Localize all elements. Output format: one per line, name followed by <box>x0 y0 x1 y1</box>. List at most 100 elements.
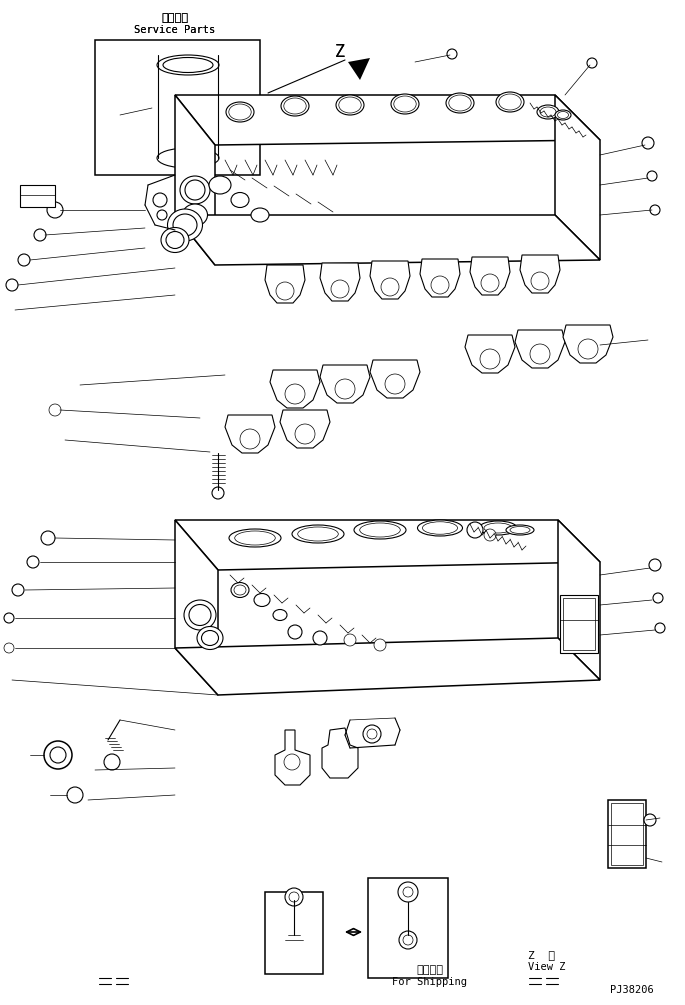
Ellipse shape <box>417 520 462 536</box>
Text: 補給専用: 補給専用 <box>162 13 188 23</box>
Ellipse shape <box>292 525 344 543</box>
Polygon shape <box>555 95 600 260</box>
Bar <box>368 878 448 978</box>
Circle shape <box>27 556 39 568</box>
Circle shape <box>6 279 18 291</box>
Circle shape <box>295 424 315 444</box>
Ellipse shape <box>496 92 524 112</box>
Text: 補給専用: 補給専用 <box>162 13 188 23</box>
Ellipse shape <box>163 57 213 72</box>
Circle shape <box>289 892 299 902</box>
Ellipse shape <box>558 112 569 119</box>
Circle shape <box>403 887 413 897</box>
Ellipse shape <box>394 96 416 112</box>
Text: For Shipping: For Shipping <box>393 977 467 987</box>
Bar <box>265 892 323 974</box>
Circle shape <box>642 137 654 149</box>
Circle shape <box>4 643 14 653</box>
Text: Z: Z <box>335 43 345 61</box>
Ellipse shape <box>201 630 219 645</box>
Bar <box>563 598 595 650</box>
Ellipse shape <box>499 94 521 110</box>
Ellipse shape <box>234 585 246 595</box>
Ellipse shape <box>231 193 249 207</box>
Circle shape <box>385 374 405 394</box>
Polygon shape <box>175 215 600 265</box>
Ellipse shape <box>161 227 189 252</box>
Circle shape <box>18 254 30 266</box>
Ellipse shape <box>354 521 406 539</box>
Circle shape <box>240 429 260 449</box>
Circle shape <box>47 202 63 218</box>
Ellipse shape <box>229 104 251 120</box>
Polygon shape <box>370 261 410 299</box>
Ellipse shape <box>449 95 471 111</box>
Ellipse shape <box>157 148 219 168</box>
Ellipse shape <box>231 583 249 598</box>
Ellipse shape <box>180 176 210 204</box>
Circle shape <box>655 623 665 633</box>
Circle shape <box>367 729 377 739</box>
Circle shape <box>399 931 417 949</box>
Circle shape <box>587 58 597 68</box>
Bar <box>608 800 646 868</box>
Circle shape <box>104 754 120 770</box>
Ellipse shape <box>209 176 231 194</box>
Ellipse shape <box>254 594 270 606</box>
Ellipse shape <box>284 98 306 114</box>
Ellipse shape <box>173 214 197 236</box>
Polygon shape <box>225 415 275 453</box>
Polygon shape <box>320 263 360 302</box>
Polygon shape <box>465 335 515 373</box>
Ellipse shape <box>510 527 530 534</box>
Ellipse shape <box>540 107 556 117</box>
Circle shape <box>578 339 598 359</box>
Circle shape <box>398 882 418 902</box>
Ellipse shape <box>273 609 287 620</box>
Text: PJ38206: PJ38206 <box>610 985 654 995</box>
Polygon shape <box>515 330 565 368</box>
Circle shape <box>12 584 24 596</box>
Bar <box>611 803 643 865</box>
Polygon shape <box>175 520 600 570</box>
Ellipse shape <box>189 604 211 625</box>
Ellipse shape <box>226 102 254 122</box>
Polygon shape <box>322 728 358 778</box>
Ellipse shape <box>184 600 216 630</box>
Text: View Z: View Z <box>528 962 566 972</box>
Circle shape <box>335 379 355 399</box>
Polygon shape <box>470 257 510 295</box>
Circle shape <box>49 404 61 416</box>
Circle shape <box>313 631 327 645</box>
Ellipse shape <box>197 626 223 649</box>
Bar <box>95 40 260 175</box>
Ellipse shape <box>182 204 208 226</box>
Circle shape <box>431 276 449 294</box>
Circle shape <box>344 634 356 646</box>
Polygon shape <box>348 58 370 80</box>
Circle shape <box>276 282 294 300</box>
Polygon shape <box>280 410 330 448</box>
Circle shape <box>374 639 386 651</box>
Circle shape <box>41 531 55 545</box>
Ellipse shape <box>281 96 309 116</box>
Text: Z  視: Z 視 <box>528 950 555 960</box>
Text: Service Parts: Service Parts <box>134 25 216 35</box>
Ellipse shape <box>339 97 361 113</box>
Circle shape <box>285 384 305 404</box>
Circle shape <box>647 171 657 181</box>
Polygon shape <box>175 638 600 695</box>
Ellipse shape <box>185 180 205 200</box>
Circle shape <box>650 205 660 215</box>
Ellipse shape <box>235 531 275 545</box>
Ellipse shape <box>166 231 184 248</box>
Polygon shape <box>265 265 305 303</box>
Circle shape <box>50 747 66 763</box>
Circle shape <box>153 193 167 207</box>
Circle shape <box>480 349 500 369</box>
Ellipse shape <box>423 522 458 535</box>
Polygon shape <box>270 370 320 408</box>
Ellipse shape <box>446 93 474 113</box>
Circle shape <box>331 280 349 298</box>
Bar <box>20 185 55 207</box>
